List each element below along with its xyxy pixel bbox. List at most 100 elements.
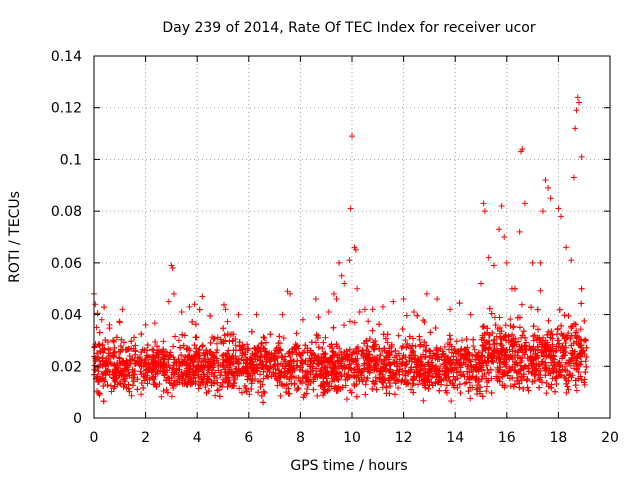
data-point bbox=[460, 370, 467, 377]
data-point bbox=[519, 354, 526, 361]
x-tick-label: 12 bbox=[395, 430, 413, 446]
data-point bbox=[577, 326, 584, 333]
data-point bbox=[262, 362, 269, 369]
data-point bbox=[485, 346, 492, 353]
data-point bbox=[116, 372, 123, 379]
data-point bbox=[378, 368, 385, 375]
data-point-peak bbox=[501, 234, 508, 240]
data-point bbox=[510, 335, 517, 342]
data-point bbox=[543, 390, 550, 397]
data-point bbox=[94, 310, 101, 317]
data-point bbox=[406, 343, 413, 350]
data-point bbox=[102, 363, 109, 370]
data-point bbox=[108, 388, 115, 395]
data-point bbox=[423, 377, 430, 384]
data-point bbox=[203, 347, 210, 354]
data-point bbox=[498, 351, 505, 358]
data-point bbox=[230, 380, 237, 387]
data-point bbox=[569, 323, 576, 330]
data-point bbox=[317, 382, 324, 389]
data-point bbox=[132, 361, 139, 368]
data-point bbox=[567, 371, 574, 378]
data-point bbox=[385, 359, 392, 366]
data-point-peak bbox=[537, 259, 544, 266]
data-point bbox=[221, 332, 228, 339]
data-point bbox=[151, 320, 158, 327]
data-point bbox=[473, 386, 480, 393]
data-point bbox=[341, 322, 348, 329]
data-point bbox=[563, 334, 570, 341]
data-point bbox=[380, 379, 387, 386]
data-point bbox=[441, 357, 448, 364]
data-point bbox=[286, 363, 293, 370]
data-point bbox=[496, 360, 503, 367]
data-point bbox=[408, 366, 415, 373]
data-point bbox=[562, 340, 569, 347]
data-point-peak bbox=[333, 296, 340, 303]
data-point bbox=[581, 317, 588, 324]
data-point bbox=[191, 372, 198, 379]
data-point-peak bbox=[336, 259, 343, 266]
data-point bbox=[94, 388, 101, 395]
data-point bbox=[480, 360, 487, 367]
data-point bbox=[494, 364, 501, 371]
data-point bbox=[384, 331, 391, 338]
data-point bbox=[138, 331, 145, 338]
data-point bbox=[301, 391, 308, 398]
data-point bbox=[544, 332, 551, 339]
data-point bbox=[450, 382, 457, 389]
data-point bbox=[179, 331, 186, 338]
data-point bbox=[293, 330, 300, 337]
data-point bbox=[101, 304, 108, 311]
data-point bbox=[176, 358, 183, 365]
data-point bbox=[417, 366, 424, 373]
data-point bbox=[107, 346, 114, 353]
data-point bbox=[174, 378, 181, 385]
data-point bbox=[108, 360, 115, 367]
data-point bbox=[99, 341, 106, 348]
data-point bbox=[219, 362, 226, 369]
data-point bbox=[128, 392, 135, 399]
data-point bbox=[561, 312, 568, 319]
data-point bbox=[224, 318, 231, 325]
data-point bbox=[111, 362, 118, 369]
data-point bbox=[343, 348, 350, 355]
data-point bbox=[525, 362, 532, 369]
data-point bbox=[301, 347, 308, 354]
data-point bbox=[104, 369, 111, 376]
data-point bbox=[527, 347, 534, 354]
data-point-peak bbox=[347, 205, 354, 212]
data-point bbox=[138, 379, 145, 386]
data-point-peak bbox=[570, 174, 577, 181]
data-point bbox=[551, 365, 558, 372]
data-point bbox=[213, 375, 220, 382]
data-point-peak bbox=[191, 301, 198, 308]
data-point bbox=[285, 350, 292, 357]
data-point bbox=[476, 359, 483, 366]
data-point-peak bbox=[169, 265, 176, 272]
data-point bbox=[112, 368, 119, 375]
data-point bbox=[489, 357, 496, 364]
data-point bbox=[314, 334, 321, 341]
data-point bbox=[201, 351, 208, 358]
data-point bbox=[542, 364, 549, 371]
data-point bbox=[421, 339, 428, 346]
data-point bbox=[446, 377, 453, 384]
data-point-peak bbox=[423, 290, 430, 297]
data-point-peak bbox=[168, 262, 175, 269]
data-point bbox=[516, 370, 523, 377]
data-point bbox=[581, 376, 588, 383]
data-point bbox=[126, 372, 133, 379]
data-point-peak bbox=[434, 296, 441, 303]
data-point bbox=[107, 359, 114, 366]
data-point bbox=[153, 383, 160, 390]
data-point bbox=[424, 372, 431, 379]
data-point bbox=[248, 366, 255, 373]
data-point bbox=[109, 352, 116, 359]
data-point bbox=[543, 345, 550, 352]
data-point bbox=[497, 340, 504, 347]
data-point bbox=[114, 364, 121, 371]
data-point bbox=[506, 375, 513, 382]
data-point-peak bbox=[346, 257, 353, 264]
data-point bbox=[131, 334, 138, 341]
